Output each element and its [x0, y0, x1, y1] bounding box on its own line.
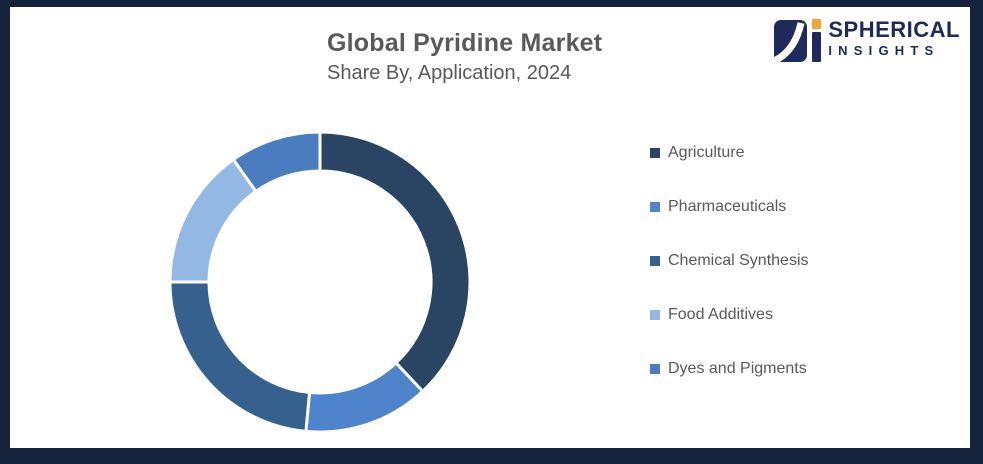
- legend-item-chemical-synthesis: Chemical Synthesis: [650, 251, 809, 271]
- donut-segment-food-additives: [168, 157, 258, 284]
- page-title: Global Pyridine Market: [327, 29, 603, 57]
- chart-header: Global Pyridine Market Share By, Applica…: [327, 28, 602, 86]
- chart-legend: Agriculture Pharmaceuticals Chemical Syn…: [650, 143, 809, 413]
- donut-chart-area: [145, 107, 495, 448]
- legend-item-pharmaceuticals: Pharmaceuticals: [650, 197, 809, 217]
- logo-line2: INSIGHTS: [828, 43, 940, 58]
- legend-swatch-icon: [650, 148, 660, 158]
- legend-item-label: Dyes and Pigments: [668, 360, 807, 377]
- spherical-insights-logo: SPHERICAL INSIGHTS: [770, 16, 964, 68]
- legend-item-agriculture: Agriculture: [650, 143, 809, 163]
- legend-item-label: Food Additives: [668, 306, 773, 323]
- legend-item-label: Pharmaceuticals: [668, 198, 787, 215]
- donut-segment-agriculture: [318, 130, 472, 394]
- legend-swatch-icon: [650, 202, 660, 212]
- donut-chart: [168, 130, 472, 434]
- page-subtitle: Share By, Application, 2024: [327, 62, 572, 84]
- logo-line1: SPHERICAL: [828, 17, 960, 42]
- spherical-insights-logo-icon: [774, 19, 822, 62]
- legend-swatch-icon: [650, 256, 660, 266]
- legend-item-food-additives: Food Additives: [650, 305, 809, 325]
- donut-segment-chemical-synthesis: [168, 280, 312, 433]
- legend-item-dyes-and-pigments: Dyes and Pigments: [650, 359, 809, 379]
- legend-swatch-icon: [650, 310, 660, 320]
- legend-swatch-icon: [650, 364, 660, 374]
- donut-segment-dyes-and-pigments: [231, 130, 322, 194]
- donut-segment-pharmaceuticals: [304, 360, 425, 434]
- legend-item-label: Agriculture: [668, 144, 745, 161]
- logo-wordmark: SPHERICAL INSIGHTS: [828, 18, 960, 59]
- legend-item-label: Chemical Synthesis: [668, 252, 809, 269]
